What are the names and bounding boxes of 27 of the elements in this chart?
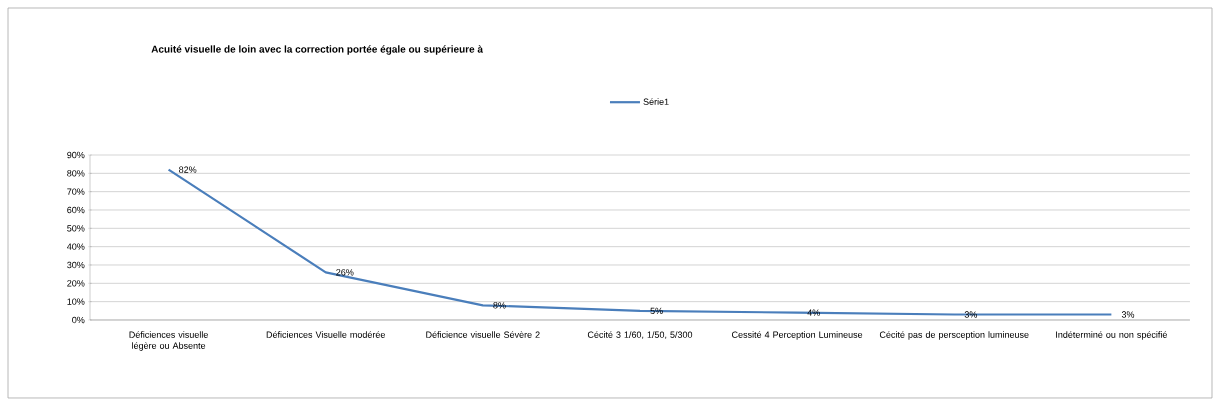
y-tick-label: 30% — [67, 261, 85, 269]
x-tick-label: Cécité pas de persception lumineuse — [879, 331, 1029, 340]
data-label: 5% — [650, 307, 663, 314]
y-tick-label: 0% — [72, 316, 85, 324]
y-tick-label: 50% — [67, 225, 85, 232]
legend-label: Série1 — [643, 98, 669, 105]
y-tick-label: 10% — [67, 298, 85, 305]
x-tick-label: Cécité 3 1/60, 1/50, 5/300 — [587, 331, 693, 339]
data-label: 4% — [807, 309, 820, 316]
data-label: 3% — [964, 311, 978, 318]
data-label: 82% — [179, 166, 197, 173]
y-tick-label: 80% — [67, 170, 85, 177]
line-series — [167, 168, 1113, 316]
y-tick-label: 40% — [67, 243, 85, 250]
chart-title: Acuité visuelle de loin avec la correction portée égale ou supérieure à — [151, 45, 484, 55]
x-tick-label: Déficience visuelle Sévère 2 — [426, 331, 540, 338]
x-tick-label: Déficiences visuelle légère ou Absente — [129, 331, 208, 351]
y-tick-label: 90% — [67, 151, 85, 159]
x-tick-label: Indéterminé ou non spécifié — [1056, 331, 1167, 340]
x-tick-label: Déficiences Visuelle modérée — [266, 331, 385, 338]
data-label: 26% — [336, 269, 354, 276]
y-tick-label: 60% — [67, 206, 85, 214]
data-label: 3% — [1121, 311, 1135, 318]
x-tick-label: Cessité 4 Perception Lumineuse — [732, 331, 863, 340]
y-tick-label: 70% — [67, 188, 85, 195]
y-tick-label: 20% — [67, 280, 85, 287]
data-label: 8% — [493, 302, 506, 309]
